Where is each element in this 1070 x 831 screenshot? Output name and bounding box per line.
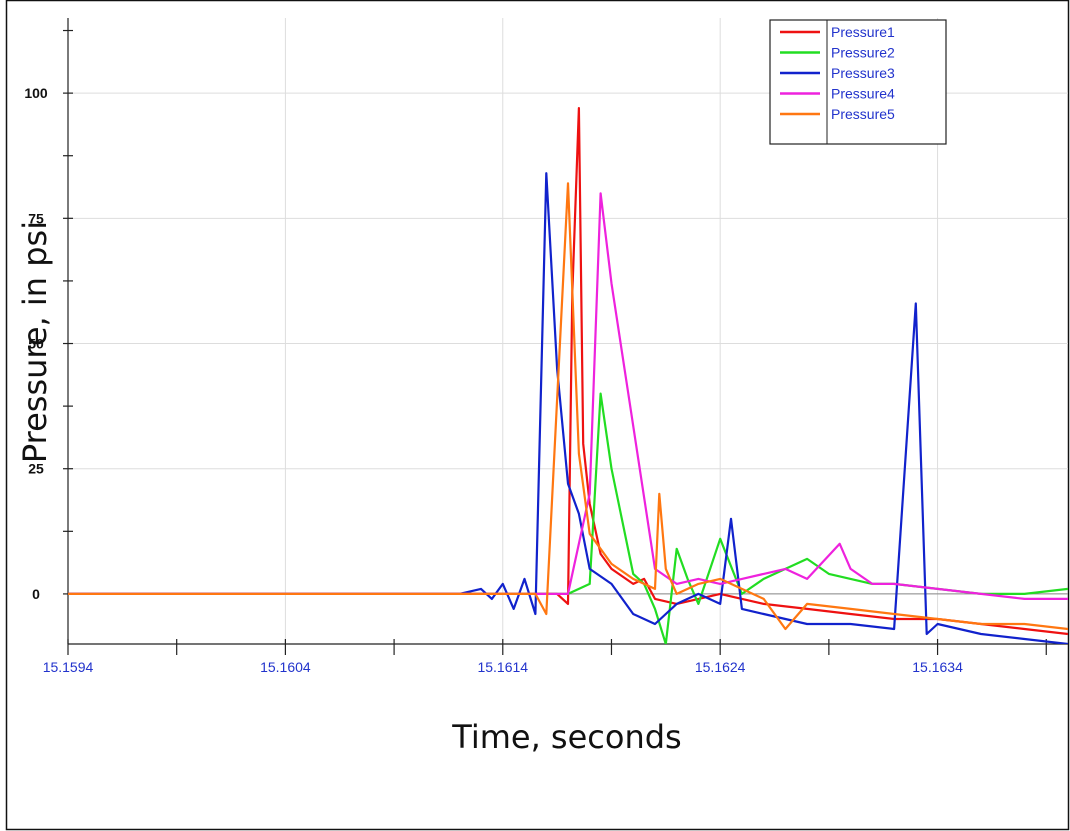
series-line-pressure1	[68, 107, 1068, 636]
series-layer	[68, 107, 1068, 644]
series-line-pressure3	[68, 172, 1068, 644]
y-axis-title: Pressure, in psi	[16, 221, 54, 463]
y-axis-ticks: 0 25 50 75 100	[24, 29, 73, 602]
x-axis-ticks: 15.1594 15.1604 15.1614 15.1624 15.1634	[43, 639, 1047, 675]
legend-label: Pressure4	[831, 86, 895, 102]
series-line-pressure5	[68, 182, 1068, 631]
y-tick-label: 75	[28, 210, 44, 226]
x-axis-title: Time, seconds	[451, 718, 681, 756]
x-tick-label: 15.1594	[43, 659, 94, 675]
legend: Pressure1 Pressure2 Pressure3 Pressure4 Pres…	[769, 19, 947, 145]
y-tick-label: 100	[24, 85, 48, 101]
y-tick-label: 50	[28, 336, 44, 352]
legend-label: Pressure1	[831, 24, 895, 40]
x-tick-label: 15.1624	[695, 659, 746, 675]
legend-label: Pressure3	[831, 65, 895, 81]
legend-label: Pressure5	[831, 106, 895, 122]
legend-box	[769, 19, 947, 145]
series-line-pressure4	[68, 192, 1068, 600]
y-tick-label: 25	[28, 461, 44, 477]
x-tick-label: 15.1614	[477, 659, 528, 675]
legend-label: Pressure2	[831, 45, 895, 61]
x-tick-label: 15.1604	[260, 659, 311, 675]
x-tick-label: 15.1634	[912, 659, 963, 675]
y-tick-label: 0	[32, 586, 40, 602]
